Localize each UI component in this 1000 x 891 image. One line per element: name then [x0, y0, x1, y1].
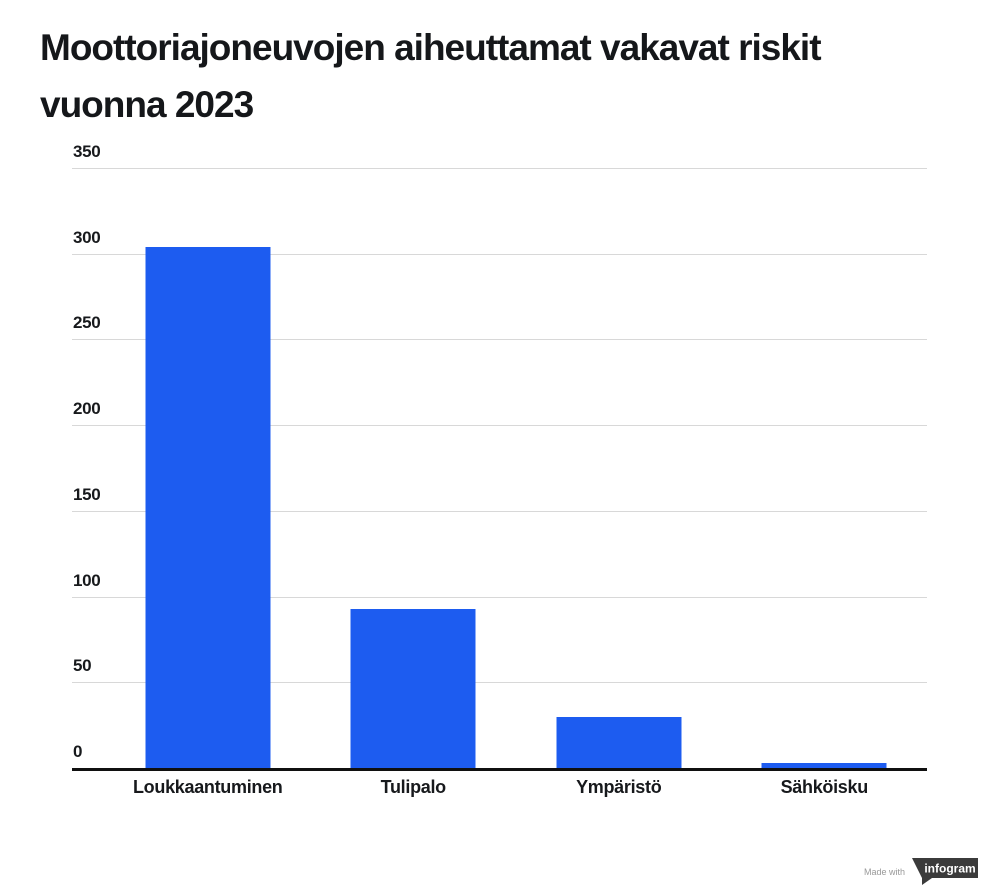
bar-loukkaantuminen	[145, 246, 271, 768]
bars-row	[105, 168, 927, 768]
x-label-sähköisku: Sähköisku	[780, 777, 869, 797]
made-with-label: Made with	[863, 866, 905, 877]
bar-slot-2	[516, 168, 722, 768]
x-label-loukkaantuminen: Loukkaantuminen	[132, 777, 283, 797]
gridline-250	[72, 339, 927, 341]
infogram-badge[interactable]: infogram	[912, 858, 978, 885]
gridline-300	[72, 253, 927, 255]
x-axis-baseline	[72, 768, 927, 771]
gridline-200	[72, 425, 927, 427]
gridline-150	[72, 510, 927, 512]
y-tick-label-250: 250	[73, 313, 101, 333]
gridline-100	[72, 596, 927, 598]
bar-slot-0	[105, 168, 311, 768]
page-title: Moottoriajoneuvojen aiheuttamat vakavat …	[40, 27, 822, 125]
plot-area: 0 50 100 150 200 250 300 350 Loukkaantuminen Tul…	[72, 142, 927, 797]
bar-slot-3	[722, 168, 928, 768]
y-tick-label-200: 200	[73, 399, 101, 419]
y-tick-label-150: 150	[73, 484, 101, 504]
x-label-tulipalo: Tulipalo	[380, 777, 447, 797]
bar-tulipalo	[350, 608, 476, 768]
y-tick-label-0: 0	[73, 742, 83, 761]
y-tick-label-300: 300	[73, 227, 101, 247]
gridline-50	[72, 682, 927, 684]
infogram-badge-label: infogram	[924, 862, 975, 876]
y-tick-label-100: 100	[73, 570, 101, 590]
bar-sähköisku	[761, 762, 887, 768]
y-tick-label-350: 350	[73, 142, 101, 161]
x-axis-labels: Loukkaantuminen Tulipalo Ympäristö Sähköisk…	[105, 777, 927, 798]
credit: Made with infogram	[864, 858, 978, 885]
bar-slot-1	[311, 168, 517, 768]
x-label-ympäristö: Ympäristö	[576, 777, 662, 797]
y-tick-label-50: 50	[73, 656, 92, 676]
gridline-350	[72, 168, 927, 169]
infogram-badge-shape	[912, 858, 978, 885]
bar-ympäristö	[556, 716, 682, 768]
